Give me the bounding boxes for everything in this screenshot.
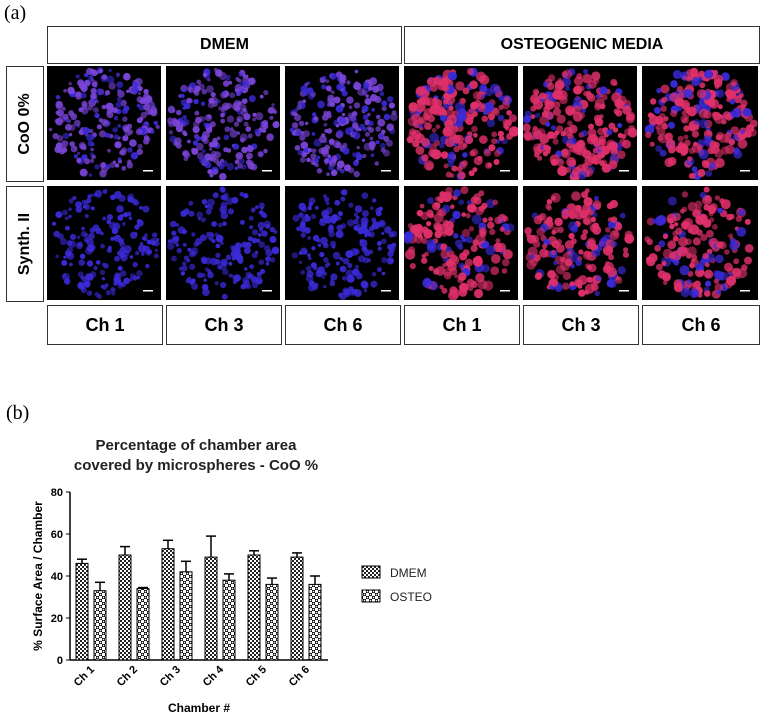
legend-label-osteo: OSTEO: [390, 590, 432, 604]
x-tick-label-4: Ch 4: [201, 663, 227, 689]
bar-dmem-3: [161, 548, 175, 661]
y-axis-label: % Surface Area / Chamber: [31, 501, 45, 651]
micrograph-r1-c4: [404, 66, 518, 180]
bar-dmem-1: [75, 562, 89, 661]
panel-b-label: (b): [6, 402, 30, 424]
micrograph-r2-c3: [285, 186, 399, 300]
micrograph-r2-c2: [166, 186, 280, 300]
legend-swatch-dmem: [361, 565, 381, 579]
micrograph-r1-c5: [523, 66, 637, 180]
bar-osteo-4: [222, 579, 236, 661]
row-label-coo-text: CoO 0%: [16, 93, 33, 155]
micrograph-r2-c1: [47, 186, 161, 300]
row-label-synth-text: Synth. II: [16, 212, 33, 276]
micrograph-r2-c4: [404, 186, 518, 300]
header-dmem: DMEM: [47, 26, 402, 64]
bar-osteo-3: [179, 571, 193, 661]
chart-title-line-1: Percentage of chamber area: [96, 437, 298, 454]
bar-dmem-4: [204, 556, 218, 661]
row-label-coo: CoO 0%: [6, 66, 44, 182]
chamber-label-dmem-ch1: Ch 1: [47, 305, 163, 345]
micrograph-r1-c6: [642, 66, 758, 180]
chamber-label-dmem-ch6: Ch 6: [285, 305, 401, 345]
micrograph-r1-c3: [285, 66, 399, 180]
bar-osteo-2: [136, 588, 150, 661]
bar-dmem-2: [118, 554, 132, 661]
micrograph-r2-c6: [642, 186, 758, 300]
legend-swatch-osteo: [361, 589, 381, 603]
y-tick-label-0: 0: [57, 655, 63, 667]
bar-osteo-6: [308, 583, 322, 661]
header-osteogenic-media: OSTEOGENIC MEDIA: [404, 26, 760, 64]
chart-title-line-2: covered by microspheres - CoO %: [74, 457, 318, 474]
row-label-synth: Synth. II: [6, 186, 44, 302]
bar-dmem-5: [247, 554, 261, 661]
chamber-label-osteo-ch6: Ch 6: [642, 305, 760, 345]
x-tick-label-5: Ch 5: [244, 664, 269, 689]
micrograph-r2-c5: [523, 186, 637, 300]
x-tick-label-2: Ch 2: [115, 664, 140, 689]
micrograph-r1-c1: [47, 66, 161, 180]
x-tick-label-3: Ch 3: [158, 664, 183, 689]
chamber-label-osteo-ch3: Ch 3: [523, 305, 639, 345]
micrograph-r1-c2: [166, 66, 280, 180]
x-axis-label: Chamber #: [168, 701, 230, 715]
bar-osteo-5: [265, 583, 279, 661]
legend-label-dmem: DMEM: [390, 566, 427, 580]
y-tick-label-20: 20: [51, 613, 63, 625]
y-tick-label-60: 60: [51, 529, 63, 541]
chamber-label-osteo-ch1: Ch 1: [404, 305, 520, 345]
x-tick-label-6: Ch 6: [287, 664, 312, 689]
y-tick-label-80: 80: [51, 487, 63, 499]
chamber-label-dmem-ch3: Ch 3: [166, 305, 282, 345]
bar-chart: Percentage of chamber area covered by mic…: [31, 437, 432, 715]
x-tick-label-1: Ch 1: [72, 664, 97, 689]
bar-osteo-1: [93, 590, 107, 661]
y-tick-label-40: 40: [51, 571, 63, 583]
panel-a-label: (a): [4, 2, 27, 24]
bar-dmem-6: [290, 556, 304, 661]
